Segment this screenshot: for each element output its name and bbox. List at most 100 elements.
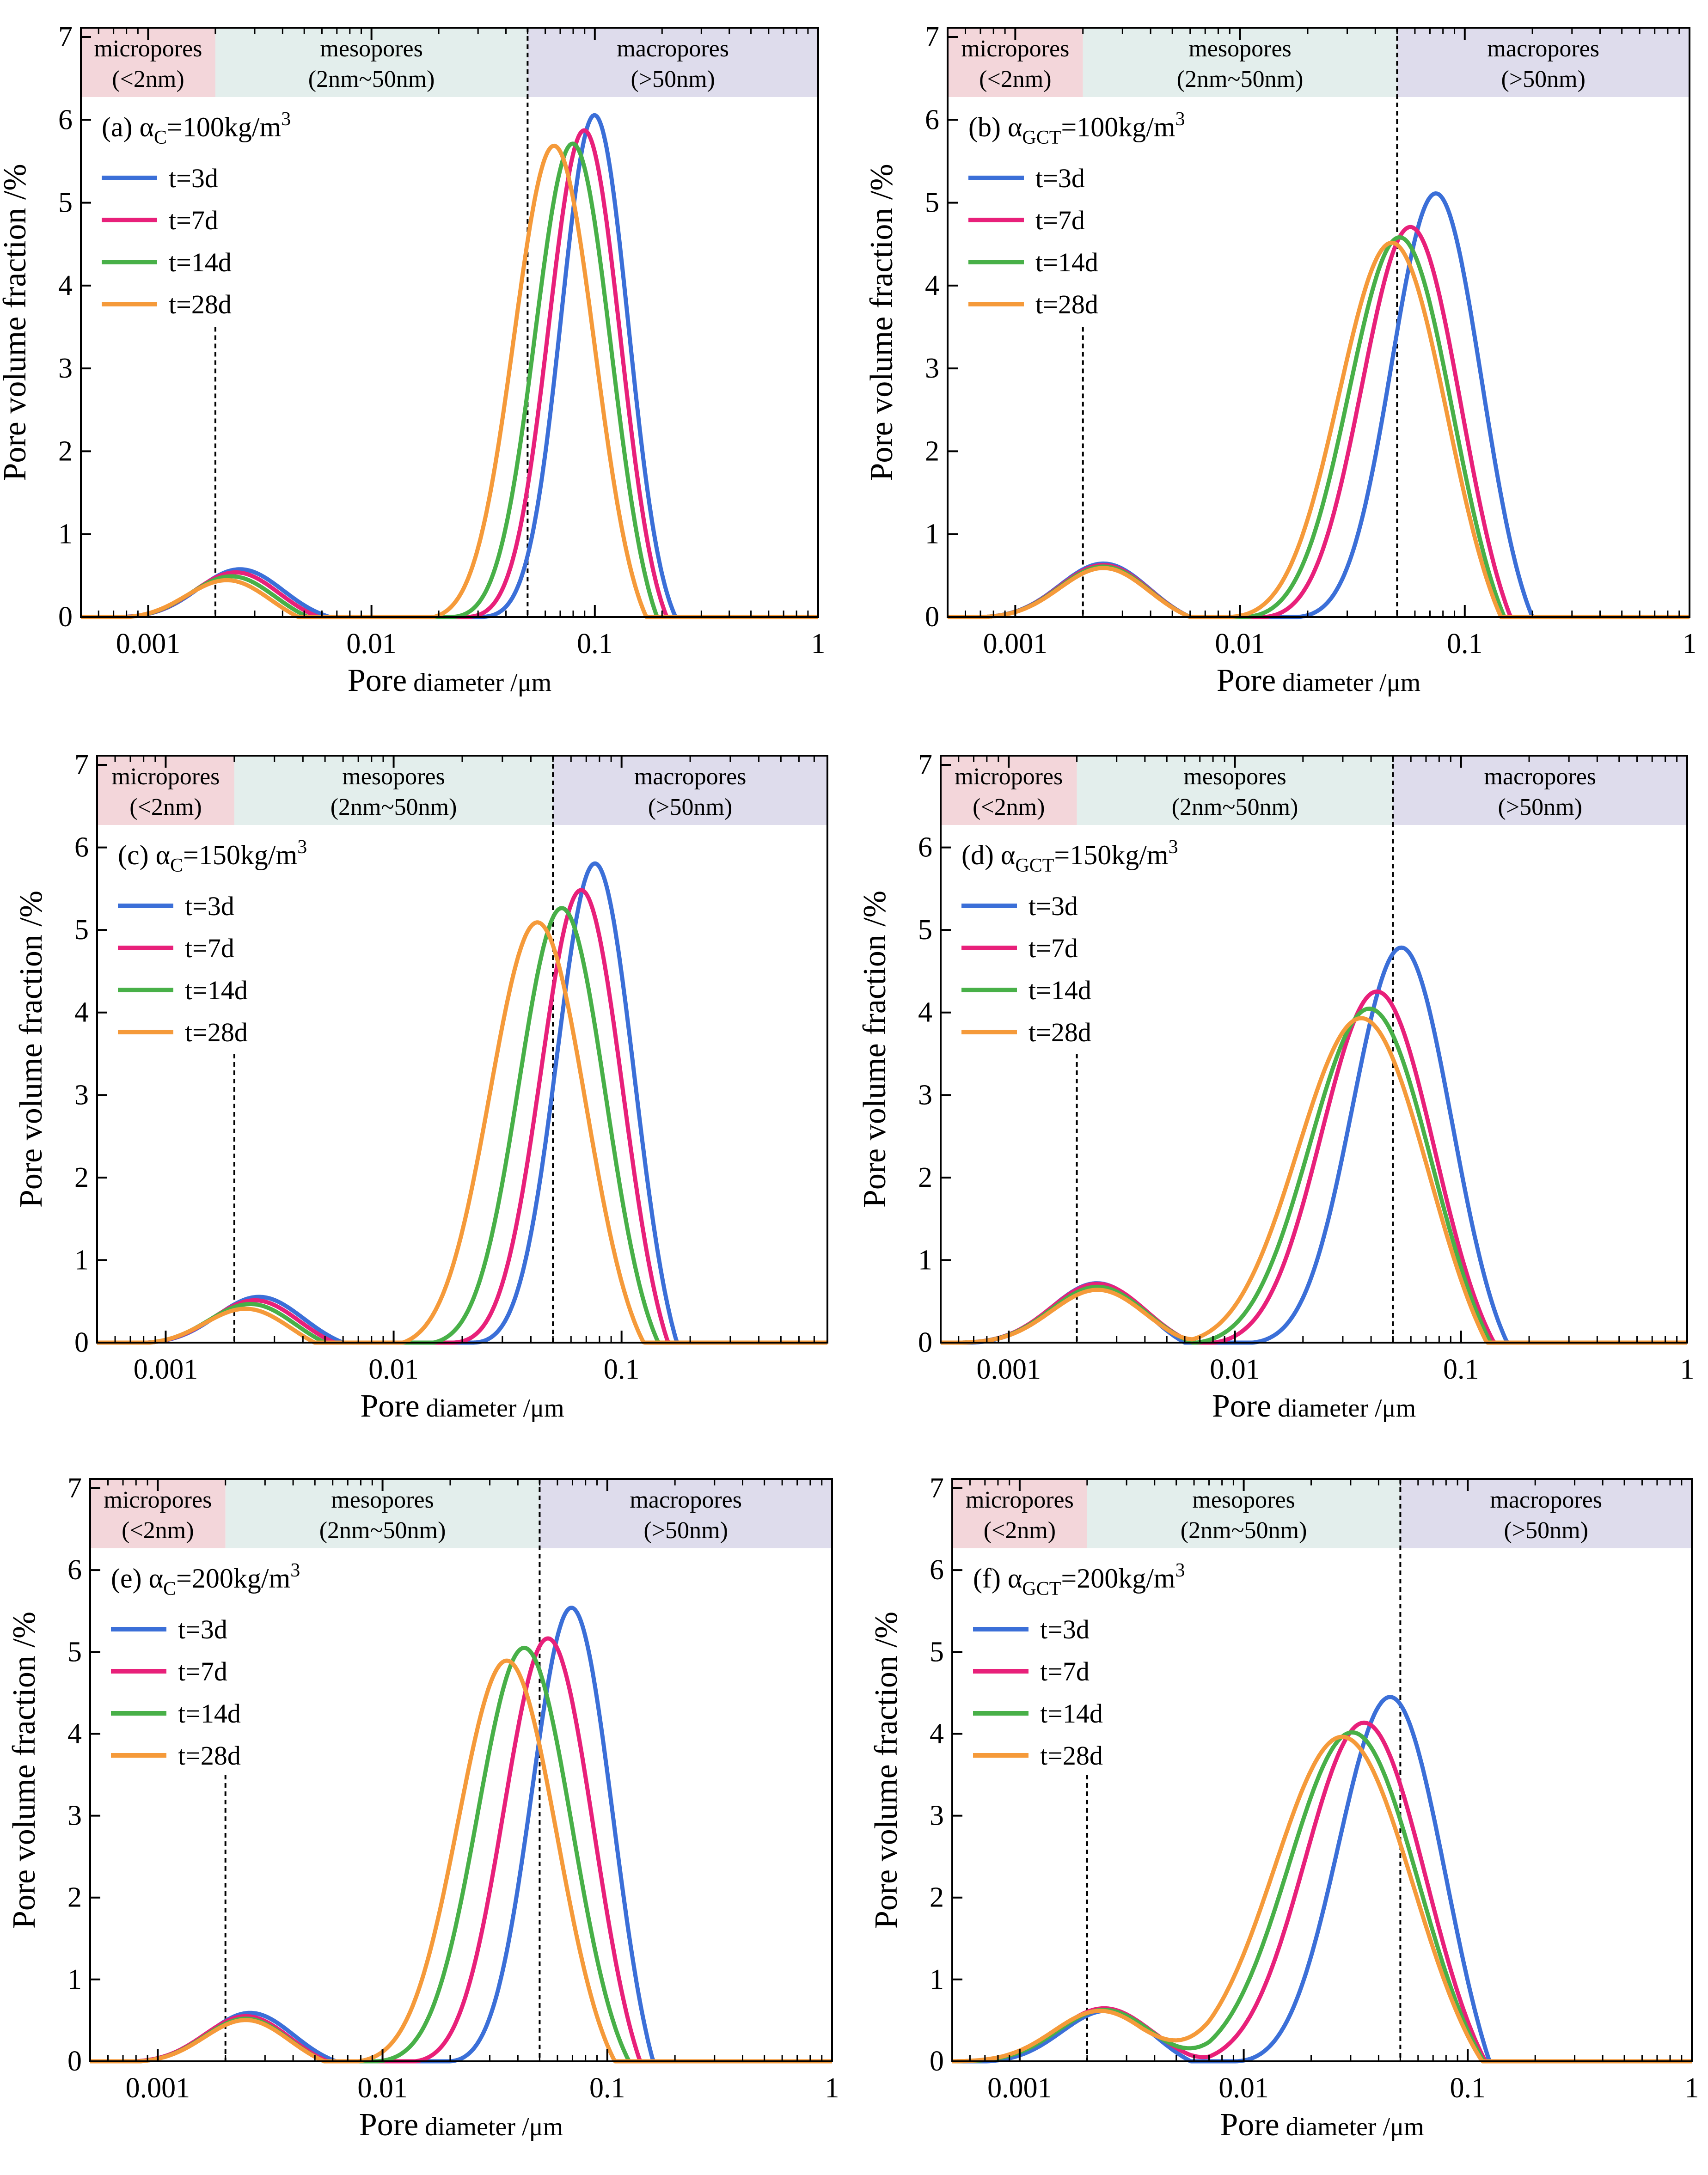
x-tick-label: 0.001	[126, 2072, 190, 2104]
y-tick-label: 0	[67, 2046, 82, 2077]
region-label: mesopores	[1188, 36, 1291, 62]
y-tick-label: 1	[930, 1964, 944, 1995]
y-tick-label: 2	[74, 1162, 89, 1193]
region-range-label: (>50nm)	[1501, 66, 1586, 92]
y-tick-label: 1	[58, 519, 73, 550]
panel-letter: (a)	[102, 112, 140, 142]
y-tick-label: 5	[58, 187, 73, 219]
region-band	[539, 1479, 832, 1548]
panel-symbol: α	[1008, 112, 1022, 142]
panel-symbol: α	[156, 840, 170, 870]
x-tick-label: 0.1	[1443, 1354, 1479, 1385]
y-axis-label: Pore volume fraction /%	[864, 164, 900, 481]
panel-annotation: (a) αC=100kg/m3	[102, 109, 291, 148]
panel-annotation: (d) αGCT=150kg/m3	[961, 837, 1178, 876]
y-tick-label: 3	[74, 1079, 89, 1111]
y-tick-label: 6	[925, 104, 939, 135]
panel-letter: (c)	[118, 840, 156, 870]
panel-superscript: 3	[290, 1560, 300, 1581]
y-tick-label: 5	[930, 1636, 944, 1668]
y-tick-label: 0	[925, 601, 939, 633]
y-tick-label: 7	[918, 749, 932, 781]
region-band	[1400, 1479, 1692, 1548]
region-range-label: (>50nm)	[1498, 794, 1582, 820]
chart-panel-c: micropores (<2nm) mesopores (2nm~50nm) macro…	[13, 749, 828, 1424]
panel-subscript: GCT	[1022, 1578, 1061, 1600]
x-axis-label-unit: diameter /μm	[1276, 668, 1420, 697]
region-band	[553, 756, 827, 825]
x-axis-label-main: Pore	[359, 2107, 418, 2143]
y-tick-label: 5	[925, 187, 939, 219]
x-tick-label: 0.01	[346, 628, 397, 660]
panel-letter: (f)	[973, 1563, 1008, 1594]
legend-label: t=14d	[185, 975, 248, 1005]
panel-letter: (e)	[111, 1563, 149, 1594]
x-tick-label: 1	[811, 628, 826, 660]
x-axis-label: Pore diameter /μm	[360, 1388, 564, 1424]
panel-superscript: 3	[297, 837, 307, 858]
region-label: mesopores	[320, 36, 422, 62]
legend-label: t=3d	[1028, 891, 1078, 921]
y-tick-label: 1	[74, 1244, 89, 1276]
legend-label: t=3d	[1035, 163, 1085, 193]
region-label: micropores	[111, 764, 220, 790]
plot-background	[941, 756, 1687, 1343]
y-tick-label: 3	[58, 353, 73, 384]
x-tick-label: 0.001	[987, 2072, 1052, 2104]
y-tick-label: 7	[74, 749, 89, 781]
x-tick-label: 1	[825, 2072, 839, 2104]
y-axis-label: Pore volume fraction /%	[857, 891, 893, 1208]
axes-frame	[947, 27, 1690, 618]
x-tick-label: 0.01	[1210, 1354, 1260, 1385]
legend-label: t=7d	[169, 205, 218, 235]
panel-value: =150kg/m	[183, 840, 297, 870]
panel-annotation: (f) αGCT=200kg/m3	[973, 1560, 1185, 1600]
plot-background	[90, 1479, 832, 2061]
region-range-label: (>50nm)	[644, 1517, 728, 1544]
plot-background	[97, 756, 827, 1343]
region-range-label: (<2nm)	[984, 1517, 1056, 1544]
legend-label: t=7d	[1028, 933, 1078, 963]
region-label: mesopores	[331, 1487, 434, 1513]
region-label: micropores	[94, 36, 202, 62]
region-range-label: (2nm~50nm)	[1177, 66, 1304, 92]
x-axis-label-main: Pore	[360, 1388, 419, 1424]
region-range-label: (<2nm)	[973, 794, 1045, 820]
y-tick-label: 3	[925, 353, 939, 384]
region-label: macropores	[630, 1487, 742, 1513]
legend-label: t=28d	[169, 289, 232, 319]
x-axis-label-main: Pore	[1217, 663, 1276, 698]
legend-label: t=3d	[178, 1614, 227, 1644]
legend: t=3d t=7d t=14d t=28d	[102, 163, 232, 319]
y-tick-label: 6	[67, 1554, 82, 1586]
y-tick-label: 0	[918, 1327, 932, 1358]
y-tick-label: 6	[918, 832, 932, 863]
region-range-label: (2nm~50nm)	[319, 1517, 446, 1544]
region-label: micropores	[961, 36, 1069, 62]
panel-superscript: 3	[281, 109, 291, 130]
x-tick-label: 0.01	[357, 2072, 408, 2104]
x-tick-label: 0.001	[983, 628, 1048, 660]
region-label: macropores	[1484, 764, 1596, 790]
y-tick-label: 0	[930, 2046, 944, 2077]
chart-panel-f: micropores (<2nm) mesopores (2nm~50nm) macro…	[869, 1472, 1699, 2143]
y-axis-label: Pore volume fraction /%	[869, 1612, 904, 1929]
legend: t=3d t=7d t=14d t=28d	[968, 163, 1098, 319]
y-tick-label: 3	[67, 1800, 82, 1832]
legend-label: t=3d	[169, 163, 218, 193]
x-tick-label: 0.001	[116, 628, 181, 660]
x-tick-label: 0.01	[368, 1354, 419, 1385]
region-label: macropores	[617, 36, 729, 62]
y-tick-label: 7	[67, 1472, 82, 1504]
panel-value: =150kg/m	[1054, 840, 1168, 870]
y-axis-label: Pore volume fraction /%	[6, 1612, 42, 1929]
y-axis-label: Pore volume fraction /%	[13, 891, 49, 1208]
region-band	[527, 28, 818, 97]
legend-label: t=14d	[1040, 1698, 1103, 1729]
y-tick-label: 4	[930, 1718, 944, 1749]
x-tick-label: 0.1	[577, 628, 613, 660]
x-axis-label-main: Pore	[348, 663, 407, 698]
legend-label: t=14d	[178, 1698, 241, 1729]
panel-subscript: C	[154, 127, 167, 148]
